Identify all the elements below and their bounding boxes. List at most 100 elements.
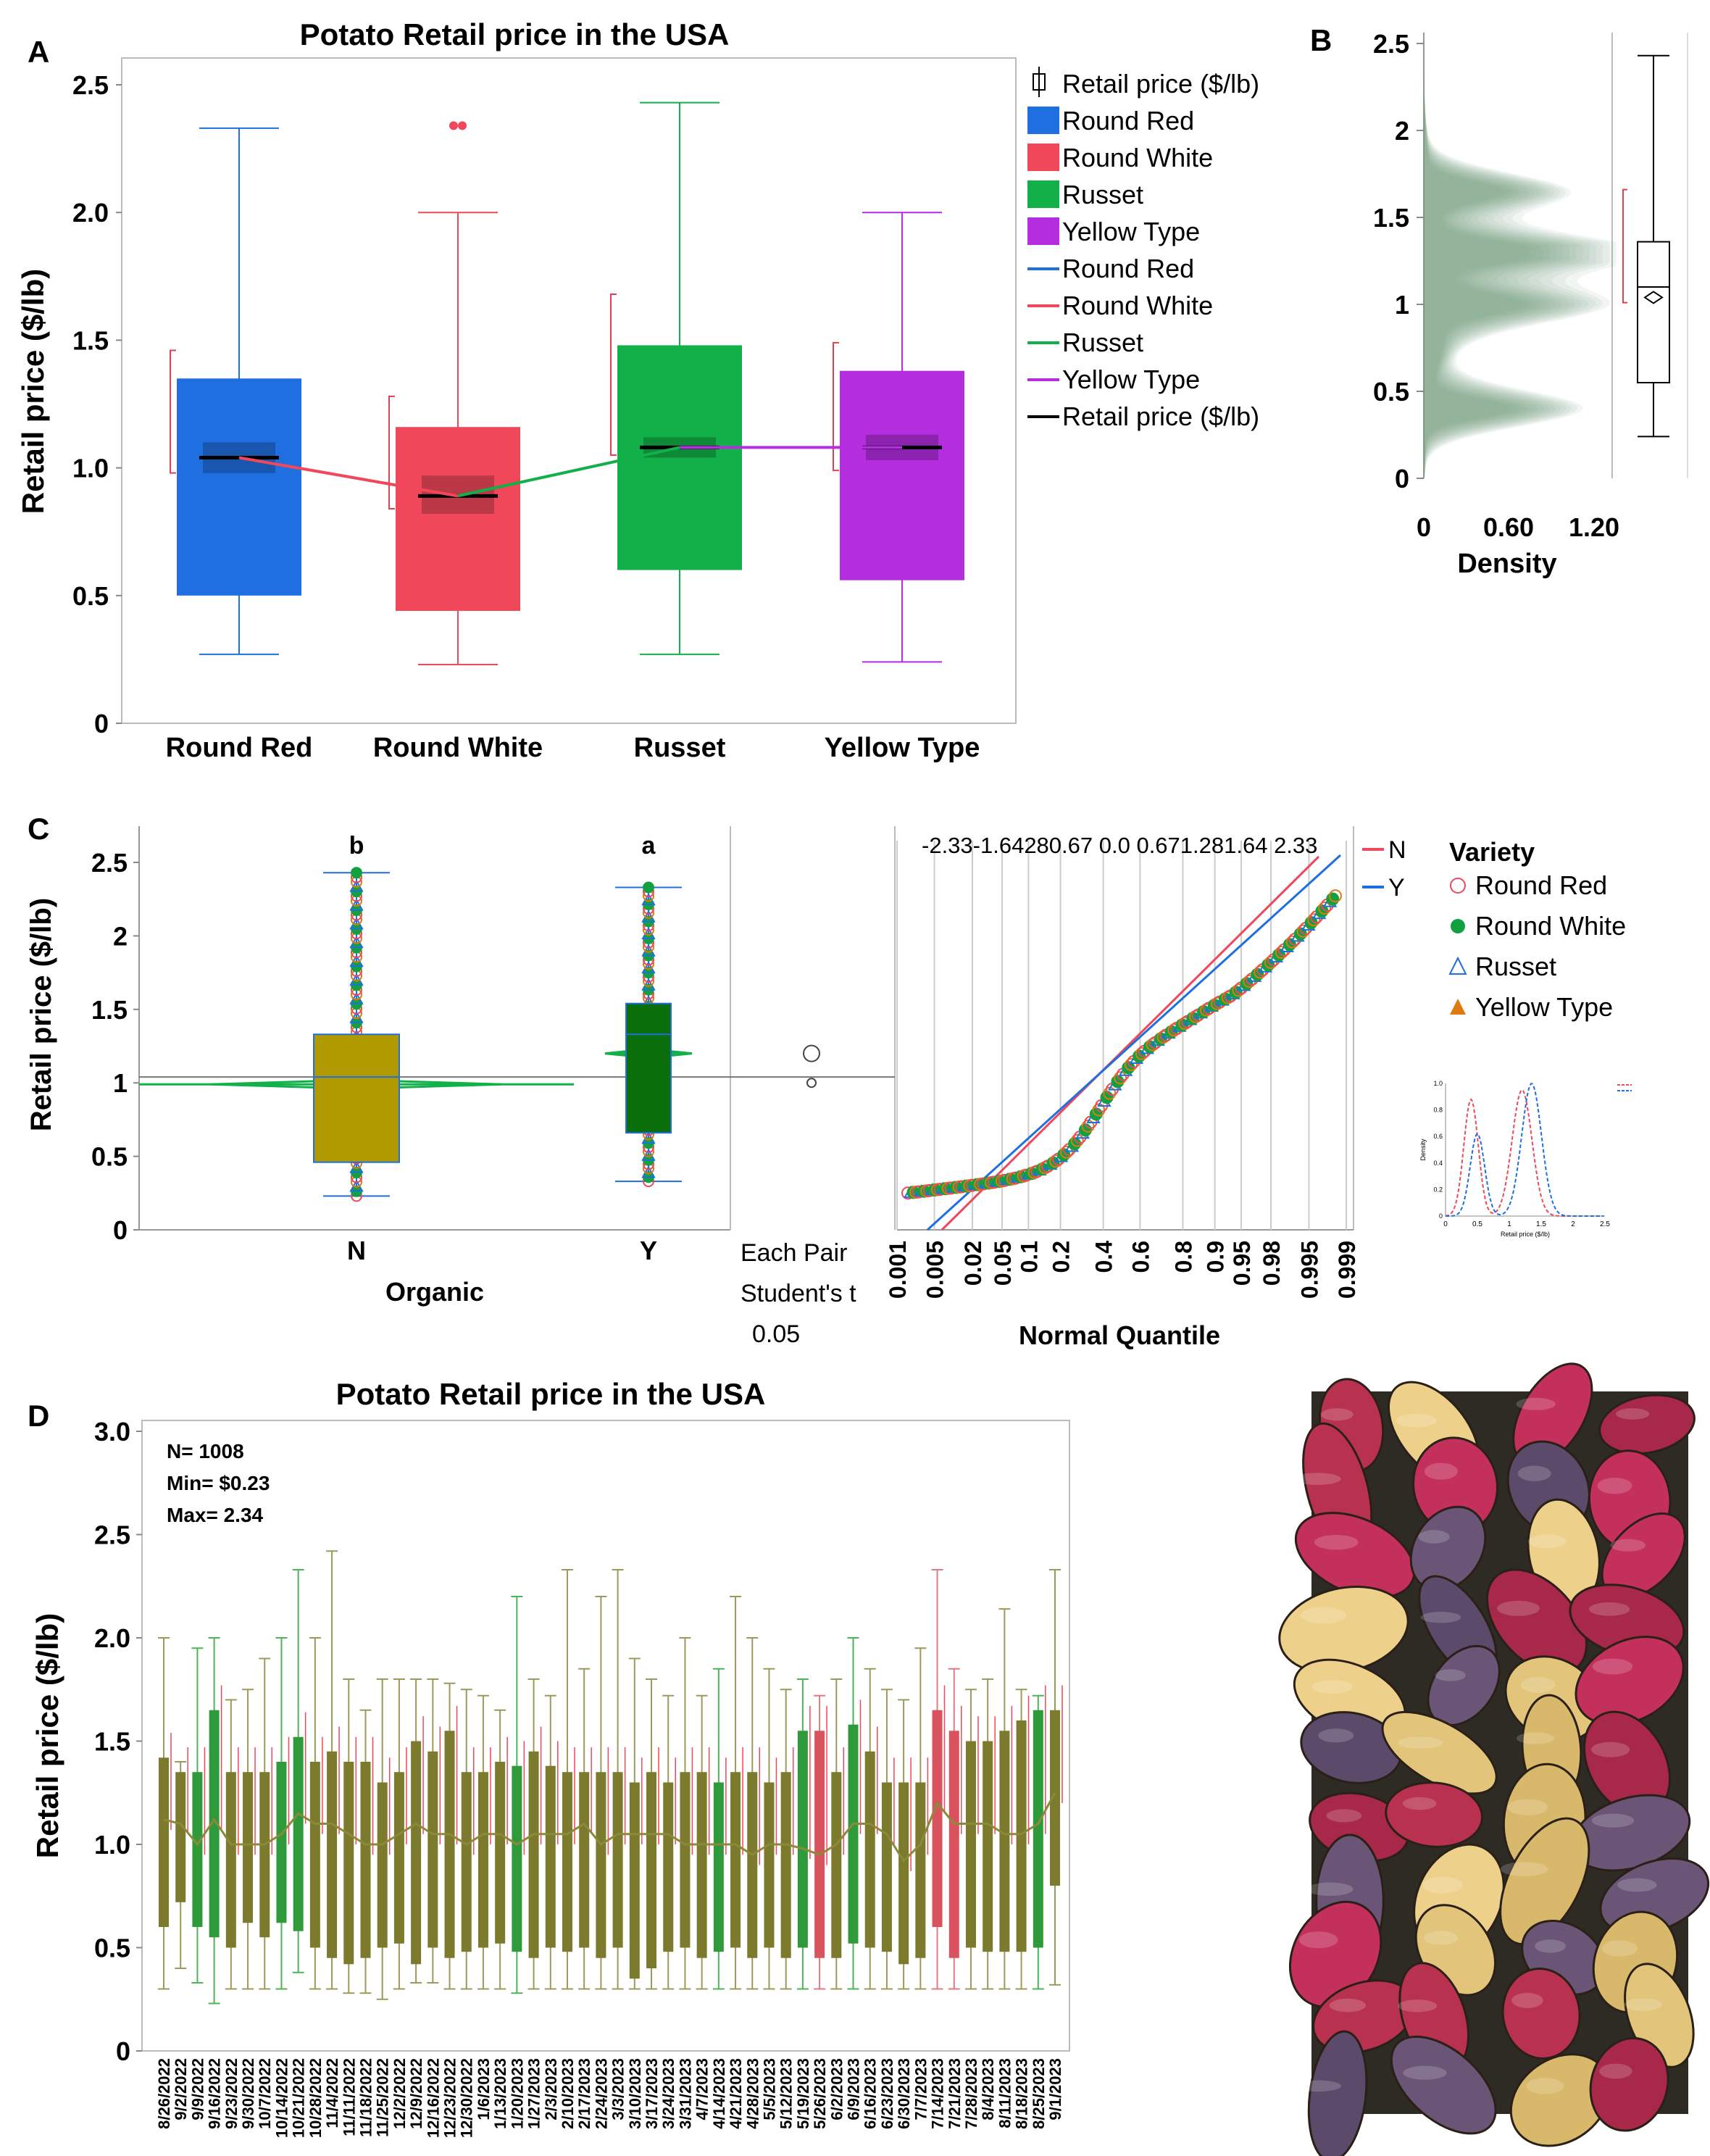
panel-d-ytick-label: 2.5	[94, 1520, 130, 1550]
density-curve	[1424, 43, 1577, 478]
panel-d-box	[763, 1668, 777, 1990]
qq-point	[1070, 1133, 1084, 1147]
mean-connect-line	[457, 446, 680, 498]
qq-bottom-tick-label: 0.8	[1170, 1241, 1196, 1273]
panel-d-xtick-label: 1/27/2023	[525, 2058, 543, 2129]
panel-d-stat: Min= $0.23	[167, 1472, 270, 1494]
panel-d-box	[780, 1689, 794, 1990]
qq-bottom-tick-label: 0.2	[1048, 1241, 1075, 1273]
panel-d-xtick-label: 11/18/2022	[356, 2058, 375, 2137]
panel-d-box	[477, 1694, 491, 1990]
panel-d-ytick-label: 2.0	[94, 1623, 130, 1653]
potato-highlight	[1616, 1408, 1650, 1420]
panel-d-box	[578, 1668, 592, 1990]
box-body	[646, 1772, 657, 1968]
legend-swatch	[1027, 180, 1059, 208]
panel-d-xtick-label: 4/7/2023	[693, 2058, 712, 2120]
potato-highlight	[1300, 1607, 1347, 1624]
box-body	[293, 1736, 304, 1931]
panel-a-ytick-label: 1.5	[72, 325, 109, 355]
panel-d-box	[359, 1709, 374, 1994]
panel-b-mean-diamond	[1643, 291, 1664, 304]
panel-c-ytick-label: 2.5	[91, 848, 128, 878]
box-body	[915, 1782, 926, 1958]
panel-c-box-n: bN	[139, 832, 574, 1265]
panel-d-xtick-label: 12/30/2022	[458, 2058, 476, 2138]
box-body	[192, 1772, 203, 1927]
box-body	[428, 1751, 438, 1948]
panel-d-box	[561, 1568, 575, 1990]
legend-marker	[1451, 919, 1465, 933]
panel-d-xtick-label: 10/28/2022	[306, 2058, 325, 2138]
data-point	[351, 867, 362, 879]
qq-bottom-tick-label: 0.005	[922, 1241, 948, 1299]
panel-d: D Potato Retail price in the USA Retail …	[28, 1377, 1070, 2138]
box-body	[629, 1782, 640, 1979]
inset-ylabel: Density	[1419, 1139, 1427, 1161]
panel-d-xtick-label: 12/16/2022	[424, 2058, 442, 2138]
panel-d-xtick-label: 8/25/2023	[1030, 2058, 1048, 2129]
potato-highlight	[1396, 1413, 1437, 1428]
panel-d-box	[796, 1678, 811, 1990]
qq-bottom-tick-label: 0.05	[990, 1241, 1016, 1286]
box-body	[327, 1751, 338, 1958]
potato-highlight	[1617, 1878, 1657, 1892]
panel-d-xtick-label: 8/26/2022	[155, 2058, 173, 2129]
legend-swatch	[1027, 143, 1059, 171]
potato-highlight	[1535, 1939, 1567, 1953]
potato-highlight	[1435, 1669, 1466, 1681]
potato-highlight	[1311, 1680, 1353, 1694]
qq-point	[1328, 889, 1342, 903]
inset-ytick-label: 0.4	[1433, 1160, 1443, 1167]
panel-d-box	[544, 1694, 559, 1990]
panel-d-xtick-label: 5/19/2023	[794, 2058, 812, 2129]
panel-d-box	[814, 1694, 827, 1990]
box-body	[159, 1757, 169, 1927]
qq-top-axis-labels: -2.33-1.64280.67 0.0 0.671.281.64 2.33	[922, 833, 1317, 858]
variety-legend-label: Round White	[1475, 911, 1626, 941]
box-body	[696, 1772, 707, 1958]
box-body	[259, 1772, 270, 1938]
inset-xtick-label: 2	[1571, 1220, 1575, 1228]
panel-d-box	[309, 1637, 323, 1990]
inset-xlabel: Retail price ($/lb)	[1501, 1231, 1550, 1238]
panel-c-xtick-label: Y	[640, 1236, 657, 1265]
potato-shape	[1381, 1710, 1498, 1795]
box-body	[881, 1782, 892, 1952]
panel-a-xtick-label: Round Red	[166, 733, 313, 763]
panel-label-c: C	[28, 812, 49, 846]
box-body	[343, 1762, 354, 1965]
panel-d-xtick-label: 12/23/2022	[441, 2058, 459, 2138]
panel-d-ytick-label: 1.5	[94, 1727, 130, 1757]
panel-d-xtick-label: 9/2/2022	[172, 2058, 190, 2120]
panel-d-box	[410, 1678, 424, 1984]
panel-label-a: A	[28, 35, 49, 69]
inset-ytick-label: 0.6	[1433, 1133, 1443, 1140]
density-curve	[1424, 43, 1536, 478]
qq-bottom-tick-label: 0.98	[1259, 1241, 1285, 1286]
comparison-circle-n	[806, 1078, 817, 1089]
panel-d-box	[712, 1668, 727, 1990]
box-body	[528, 1751, 539, 1958]
panel-d-xtick-label: 7/7/2023	[912, 2058, 930, 2120]
panel-d-box	[612, 1568, 626, 1990]
qq-point	[1100, 1091, 1114, 1104]
inset-xtick-label: 2.5	[1600, 1220, 1610, 1228]
panel-d-xtick-label: 4/28/2023	[743, 2058, 762, 2129]
potato-highlight	[1326, 1809, 1362, 1823]
panel-d-xtick-label: 11/25/2022	[374, 2058, 392, 2137]
potato-highlight	[1597, 1478, 1632, 1494]
panel-b-edge	[1687, 33, 1688, 478]
panel-d-box	[746, 1637, 761, 1990]
box-body	[444, 1731, 455, 1958]
box-body	[965, 1741, 976, 1948]
potato-highlight	[1293, 1473, 1341, 1486]
box-body	[309, 1762, 320, 1948]
box-body	[612, 1772, 623, 1948]
potato-highlight	[1329, 1998, 1367, 2013]
qq-point	[1124, 1057, 1138, 1071]
panel-d-box	[511, 1596, 525, 1994]
qq-bottom-tick-label: 0.4	[1091, 1241, 1117, 1273]
qq-bottom-tick-label: 0.999	[1334, 1241, 1360, 1299]
panel-a-ytick-label: 0.5	[72, 581, 109, 611]
